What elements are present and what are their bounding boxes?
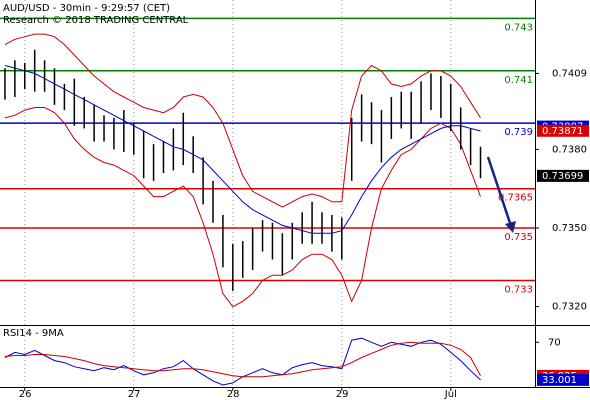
value-box: [537, 373, 589, 386]
indicator-line: [4, 33, 481, 208]
rsi-line: [4, 341, 481, 378]
y-tick-label: 0.7350: [552, 223, 587, 234]
value-box: [537, 124, 589, 137]
arrow-head: [505, 221, 516, 233]
value-box-label: 0.73871: [542, 126, 583, 137]
level-label: 0.7365: [498, 193, 533, 204]
level-label: 0.733: [504, 284, 533, 295]
value-box-label: 0.73699: [542, 171, 583, 182]
chart-subtitle: Research © 2018 TRADING CENTRAL: [3, 15, 189, 26]
y-tick-label: 0.7380: [552, 144, 587, 155]
x-tick-label: 29: [336, 389, 349, 400]
level-label: 0.743: [504, 22, 533, 33]
forecast-arrow: [486, 156, 516, 233]
level-label: 0.739: [504, 127, 533, 138]
x-tick-label: 28: [227, 389, 240, 400]
value-box-label: 33.001: [542, 375, 577, 386]
arrow-shaft: [486, 156, 513, 227]
indicator-line: [4, 107, 481, 308]
y-tick-label: 0.7409: [552, 68, 587, 79]
rsi-title: RSI14 - 9MA: [3, 328, 64, 339]
level-label: 0.741: [504, 75, 533, 86]
level-label: 0.735: [504, 232, 533, 243]
x-tick-label: 26: [19, 389, 32, 400]
x-tick-label: 27: [128, 389, 141, 400]
chart-title: AUD/USD - 30min - 9:29:57 (CET): [3, 3, 170, 14]
x-tick-label: Jul: [444, 389, 457, 400]
y-tick-label: 0.7320: [552, 302, 587, 313]
y-tick-label: 70: [548, 337, 561, 348]
value-box: [537, 169, 589, 182]
